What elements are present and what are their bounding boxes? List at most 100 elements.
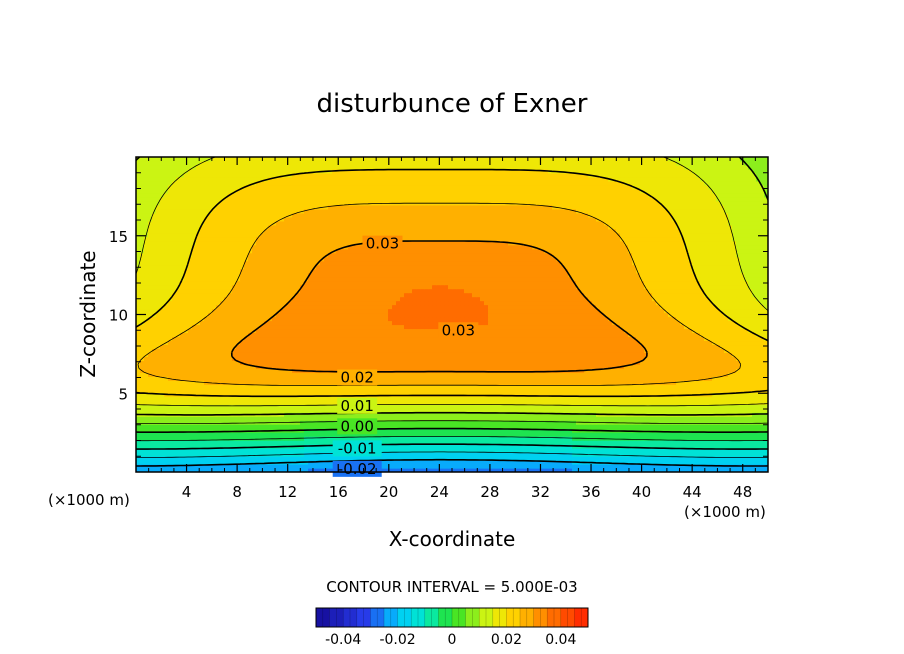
field-cell xyxy=(524,436,529,441)
field-cell xyxy=(152,400,157,405)
field-cell xyxy=(172,380,177,385)
field-cell xyxy=(312,424,317,429)
field-cell xyxy=(580,380,585,385)
field-cell xyxy=(532,464,537,469)
field-cell xyxy=(480,364,485,369)
field-cell xyxy=(728,364,733,369)
field-cell xyxy=(264,404,269,409)
field-cell xyxy=(436,440,441,445)
field-cell xyxy=(560,416,565,421)
field-cell xyxy=(404,460,409,465)
field-cell xyxy=(732,468,737,472)
field-cell xyxy=(592,440,597,445)
field-cell xyxy=(172,424,177,429)
field-cell xyxy=(224,428,229,433)
field-cell xyxy=(696,468,701,472)
field-cell xyxy=(344,412,349,417)
field-cell xyxy=(392,436,397,441)
field-cell xyxy=(168,360,173,365)
field-cell xyxy=(616,460,621,465)
field-cell xyxy=(500,364,505,369)
field-cell xyxy=(256,464,261,469)
field-cell xyxy=(156,420,161,425)
field-cell xyxy=(712,452,717,457)
field-cell xyxy=(472,448,477,453)
field-cell xyxy=(652,436,657,441)
field-cell xyxy=(528,372,533,377)
field-cell xyxy=(540,400,545,405)
field-cell xyxy=(272,376,277,381)
field-cell xyxy=(316,356,321,361)
field-cell xyxy=(396,432,401,437)
field-cell xyxy=(372,436,377,441)
field-cell xyxy=(460,420,465,425)
field-cell xyxy=(680,448,685,453)
field-cell xyxy=(380,388,385,393)
field-cell xyxy=(724,416,729,421)
field-cell xyxy=(384,420,389,425)
field-cell xyxy=(456,360,461,365)
field-cell xyxy=(696,448,701,453)
field-cell xyxy=(692,432,697,437)
field-cell xyxy=(672,408,677,413)
field-cell xyxy=(392,372,397,377)
field-cell xyxy=(424,372,429,377)
field-cell xyxy=(556,416,561,421)
field-cell xyxy=(204,368,209,373)
field-cell xyxy=(184,452,189,457)
field-cell xyxy=(512,364,517,369)
field-cell xyxy=(712,380,717,385)
field-cell xyxy=(220,456,225,461)
field-cell xyxy=(496,456,501,461)
field-cell xyxy=(364,432,369,437)
field-cell xyxy=(368,432,373,437)
field-cell xyxy=(676,396,681,401)
field-cell xyxy=(748,372,753,377)
field-cell xyxy=(664,352,669,357)
field-cell xyxy=(416,356,421,361)
field-cell xyxy=(148,384,153,389)
field-cell xyxy=(432,360,437,365)
field-cell xyxy=(728,360,733,365)
field-cell xyxy=(392,348,397,353)
field-cell xyxy=(568,416,573,421)
field-cell xyxy=(732,376,737,381)
field-cell xyxy=(568,468,573,472)
field-cell xyxy=(220,344,225,349)
field-cell xyxy=(468,432,473,437)
field-cell xyxy=(684,396,689,401)
field-cell xyxy=(560,424,565,429)
field-cell xyxy=(196,344,201,349)
field-cell xyxy=(752,452,757,457)
field-cell xyxy=(256,460,261,465)
field-cell xyxy=(224,360,229,365)
field-cell xyxy=(516,460,521,465)
field-cell xyxy=(680,356,685,361)
field-cell xyxy=(648,372,653,377)
field-cell xyxy=(668,448,673,453)
field-cell xyxy=(600,400,605,405)
field-cell xyxy=(320,440,325,445)
field-cell xyxy=(292,408,297,413)
field-cell xyxy=(656,368,661,373)
field-cell xyxy=(644,456,649,461)
field-cell xyxy=(668,460,673,465)
field-cell xyxy=(480,344,485,349)
field-cell xyxy=(312,344,317,349)
field-cell xyxy=(548,424,553,429)
field-cell xyxy=(168,420,173,425)
field-cell xyxy=(328,464,333,469)
field-cell xyxy=(556,376,561,381)
field-cell xyxy=(224,424,229,429)
field-cell xyxy=(324,380,329,385)
field-cell xyxy=(408,440,413,445)
field-cell xyxy=(684,384,689,389)
field-cell xyxy=(216,444,221,449)
field-cell xyxy=(576,408,581,413)
field-cell xyxy=(448,356,453,361)
field-cell xyxy=(704,432,709,437)
field-cell xyxy=(316,400,321,405)
field-cell xyxy=(484,452,489,457)
field-cell xyxy=(596,416,601,421)
field-cell xyxy=(716,368,721,373)
